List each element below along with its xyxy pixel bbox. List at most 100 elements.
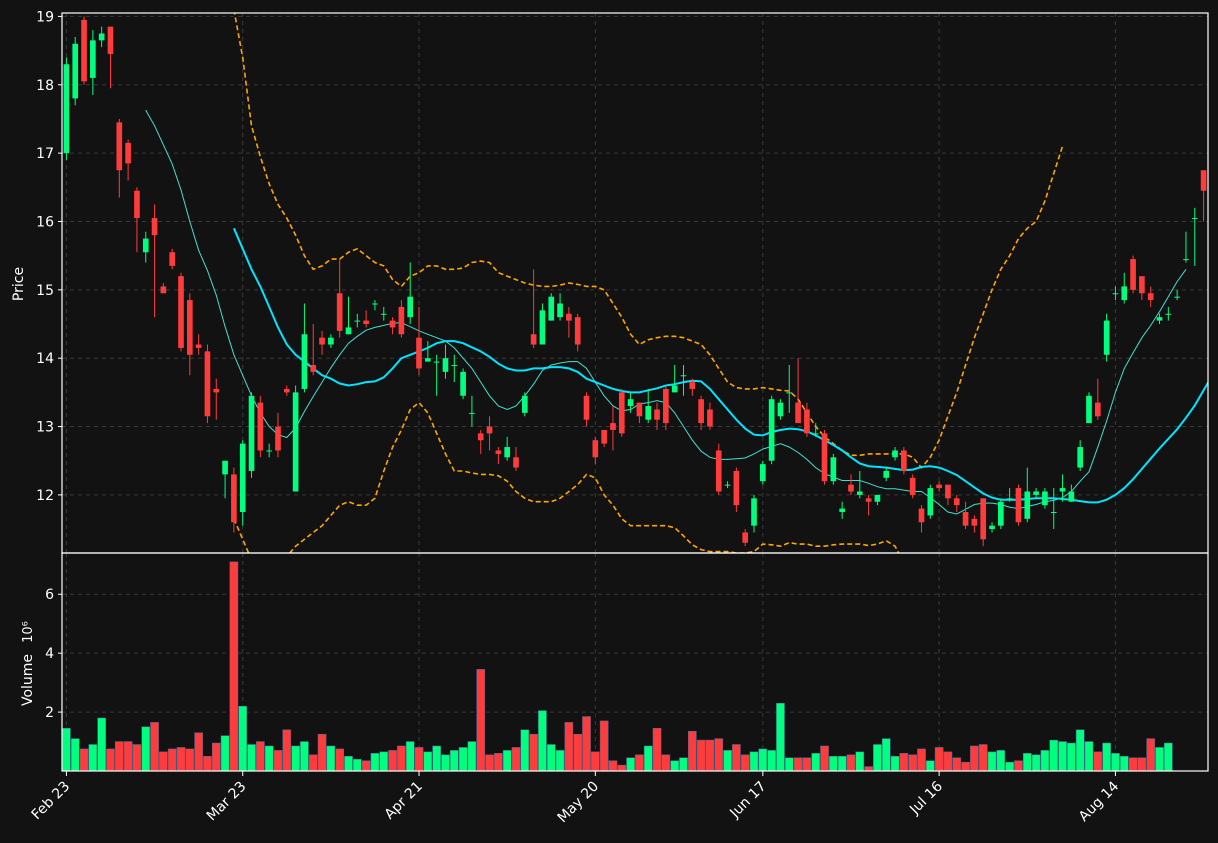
volume-bar — [335, 748, 344, 771]
candle-body — [1174, 296, 1180, 298]
volume-bar — [88, 744, 98, 771]
candle-body — [971, 518, 978, 526]
candle-body — [98, 33, 105, 41]
candle-body — [936, 484, 942, 489]
candle-body — [918, 508, 925, 523]
volume-bar — [776, 702, 785, 771]
volume-bar — [661, 754, 671, 771]
candle-body — [204, 351, 211, 417]
candle-body — [689, 382, 696, 389]
candle-body — [812, 433, 819, 435]
candle-body — [354, 320, 361, 322]
volume-panel-frame — [61, 552, 1209, 772]
volume-bar — [917, 748, 926, 771]
volume-bar — [502, 750, 512, 771]
candle-body — [901, 450, 907, 471]
volume-bar — [132, 744, 142, 771]
volume-exponent-label: 10⁶ — [21, 621, 36, 643]
candle-body — [663, 388, 669, 424]
volume-bar — [732, 744, 741, 771]
candle-body — [1165, 313, 1172, 315]
volume-bar — [740, 754, 750, 771]
price-tick-label: 15 — [36, 283, 54, 299]
volume-bar — [1119, 756, 1129, 771]
candle-body — [310, 365, 317, 372]
volume-bar — [1040, 750, 1050, 771]
candle-body — [768, 399, 775, 461]
candle-body — [698, 399, 704, 424]
volume-bar — [926, 760, 935, 771]
candle-body — [151, 218, 158, 236]
candle-body — [222, 460, 228, 475]
volume-bar — [220, 735, 230, 771]
candle-body — [539, 310, 546, 345]
candle-body — [425, 358, 431, 362]
candle-body — [795, 402, 801, 424]
candle-body — [213, 388, 220, 393]
volume-bar — [908, 754, 917, 771]
candle-body — [477, 433, 484, 441]
volume-bar — [890, 756, 900, 771]
candle-body — [345, 327, 352, 335]
volume-bar — [1093, 751, 1103, 771]
candle-body — [142, 238, 149, 253]
candle-body — [451, 365, 458, 367]
candle-body — [830, 457, 837, 482]
candle-body — [574, 317, 581, 345]
volume-bar — [837, 756, 847, 771]
volume-bar — [608, 760, 618, 771]
candle-body — [178, 276, 184, 348]
volume-bar — [555, 750, 565, 771]
volume-bar — [485, 754, 494, 771]
candle-body — [1191, 218, 1198, 220]
volume-bar — [441, 754, 450, 771]
candle-body — [442, 358, 449, 372]
candle-body — [1006, 498, 1013, 500]
volume-bar — [591, 751, 600, 771]
volume-bar — [793, 757, 803, 771]
candle-body — [1130, 259, 1136, 290]
volume-bar — [397, 745, 406, 771]
candle-body — [283, 388, 290, 393]
candle-body — [601, 429, 607, 444]
candle-body — [63, 64, 70, 154]
price-tick-label: 16 — [36, 214, 54, 230]
axes-frames — [61, 12, 1209, 772]
volume-bar — [1031, 754, 1041, 771]
bollinger-lower-line — [233, 401, 900, 553]
candle-body — [680, 375, 687, 377]
candle-body — [733, 470, 740, 506]
volume-bar — [123, 741, 133, 771]
candle-body — [1086, 395, 1092, 424]
volume-bar — [943, 751, 953, 771]
volume-bar — [987, 751, 997, 771]
candle-body — [892, 450, 898, 458]
candle-body — [107, 26, 114, 55]
volume-bars — [62, 561, 1173, 771]
candle-body — [856, 491, 863, 495]
candle-body — [636, 402, 643, 417]
candle-body — [1094, 402, 1101, 417]
price-tick-label: 14 — [36, 351, 54, 367]
volume-bar — [758, 748, 768, 771]
volume-bar — [784, 757, 794, 771]
candle-body — [363, 320, 369, 325]
candle-body — [275, 426, 281, 451]
candle-body — [927, 488, 934, 516]
volume-bar — [114, 741, 124, 771]
candles — [63, 16, 1207, 547]
volume-bar — [1005, 761, 1014, 771]
volume-bar — [546, 744, 556, 771]
volume-bar — [679, 757, 688, 771]
candle-body — [557, 303, 563, 318]
candle-body — [839, 508, 845, 512]
volume-bar — [211, 742, 221, 771]
volume-bar — [494, 753, 503, 771]
candle-body — [883, 470, 890, 478]
candle-body — [134, 190, 140, 219]
volume-bar — [70, 738, 80, 771]
volume-bar — [238, 705, 248, 771]
bollinger-upper-line — [233, 13, 1064, 469]
candle-body — [433, 361, 440, 363]
volume-bar — [194, 732, 203, 771]
